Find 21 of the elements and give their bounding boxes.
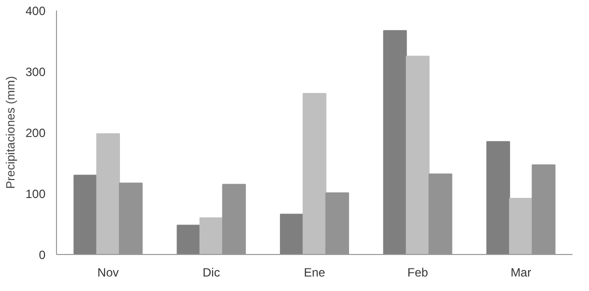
bar — [280, 214, 304, 254]
bar — [406, 56, 430, 254]
y-tick-label: 100 — [25, 187, 46, 201]
bar — [176, 224, 200, 254]
y-tick-label: 400 — [25, 4, 46, 18]
bar — [96, 133, 120, 254]
x-tick-label: Nov — [97, 266, 119, 280]
x-tick-label: Feb — [407, 266, 428, 280]
y-tick-label: 0 — [38, 248, 46, 262]
bar — [302, 92, 326, 254]
x-tick-label: Mar — [510, 266, 532, 280]
bar — [199, 217, 224, 254]
x-tick-label: Ene — [304, 266, 326, 280]
bar — [74, 174, 98, 254]
y-tick-label: 200 — [25, 126, 46, 140]
x-tick-label: Dic — [202, 266, 220, 280]
y-tick-label: 300 — [25, 65, 46, 79]
y-axis-title: Precipitaciones (mm) — [3, 76, 18, 189]
bar — [486, 141, 510, 254]
bar — [509, 198, 533, 254]
bar — [383, 30, 407, 254]
